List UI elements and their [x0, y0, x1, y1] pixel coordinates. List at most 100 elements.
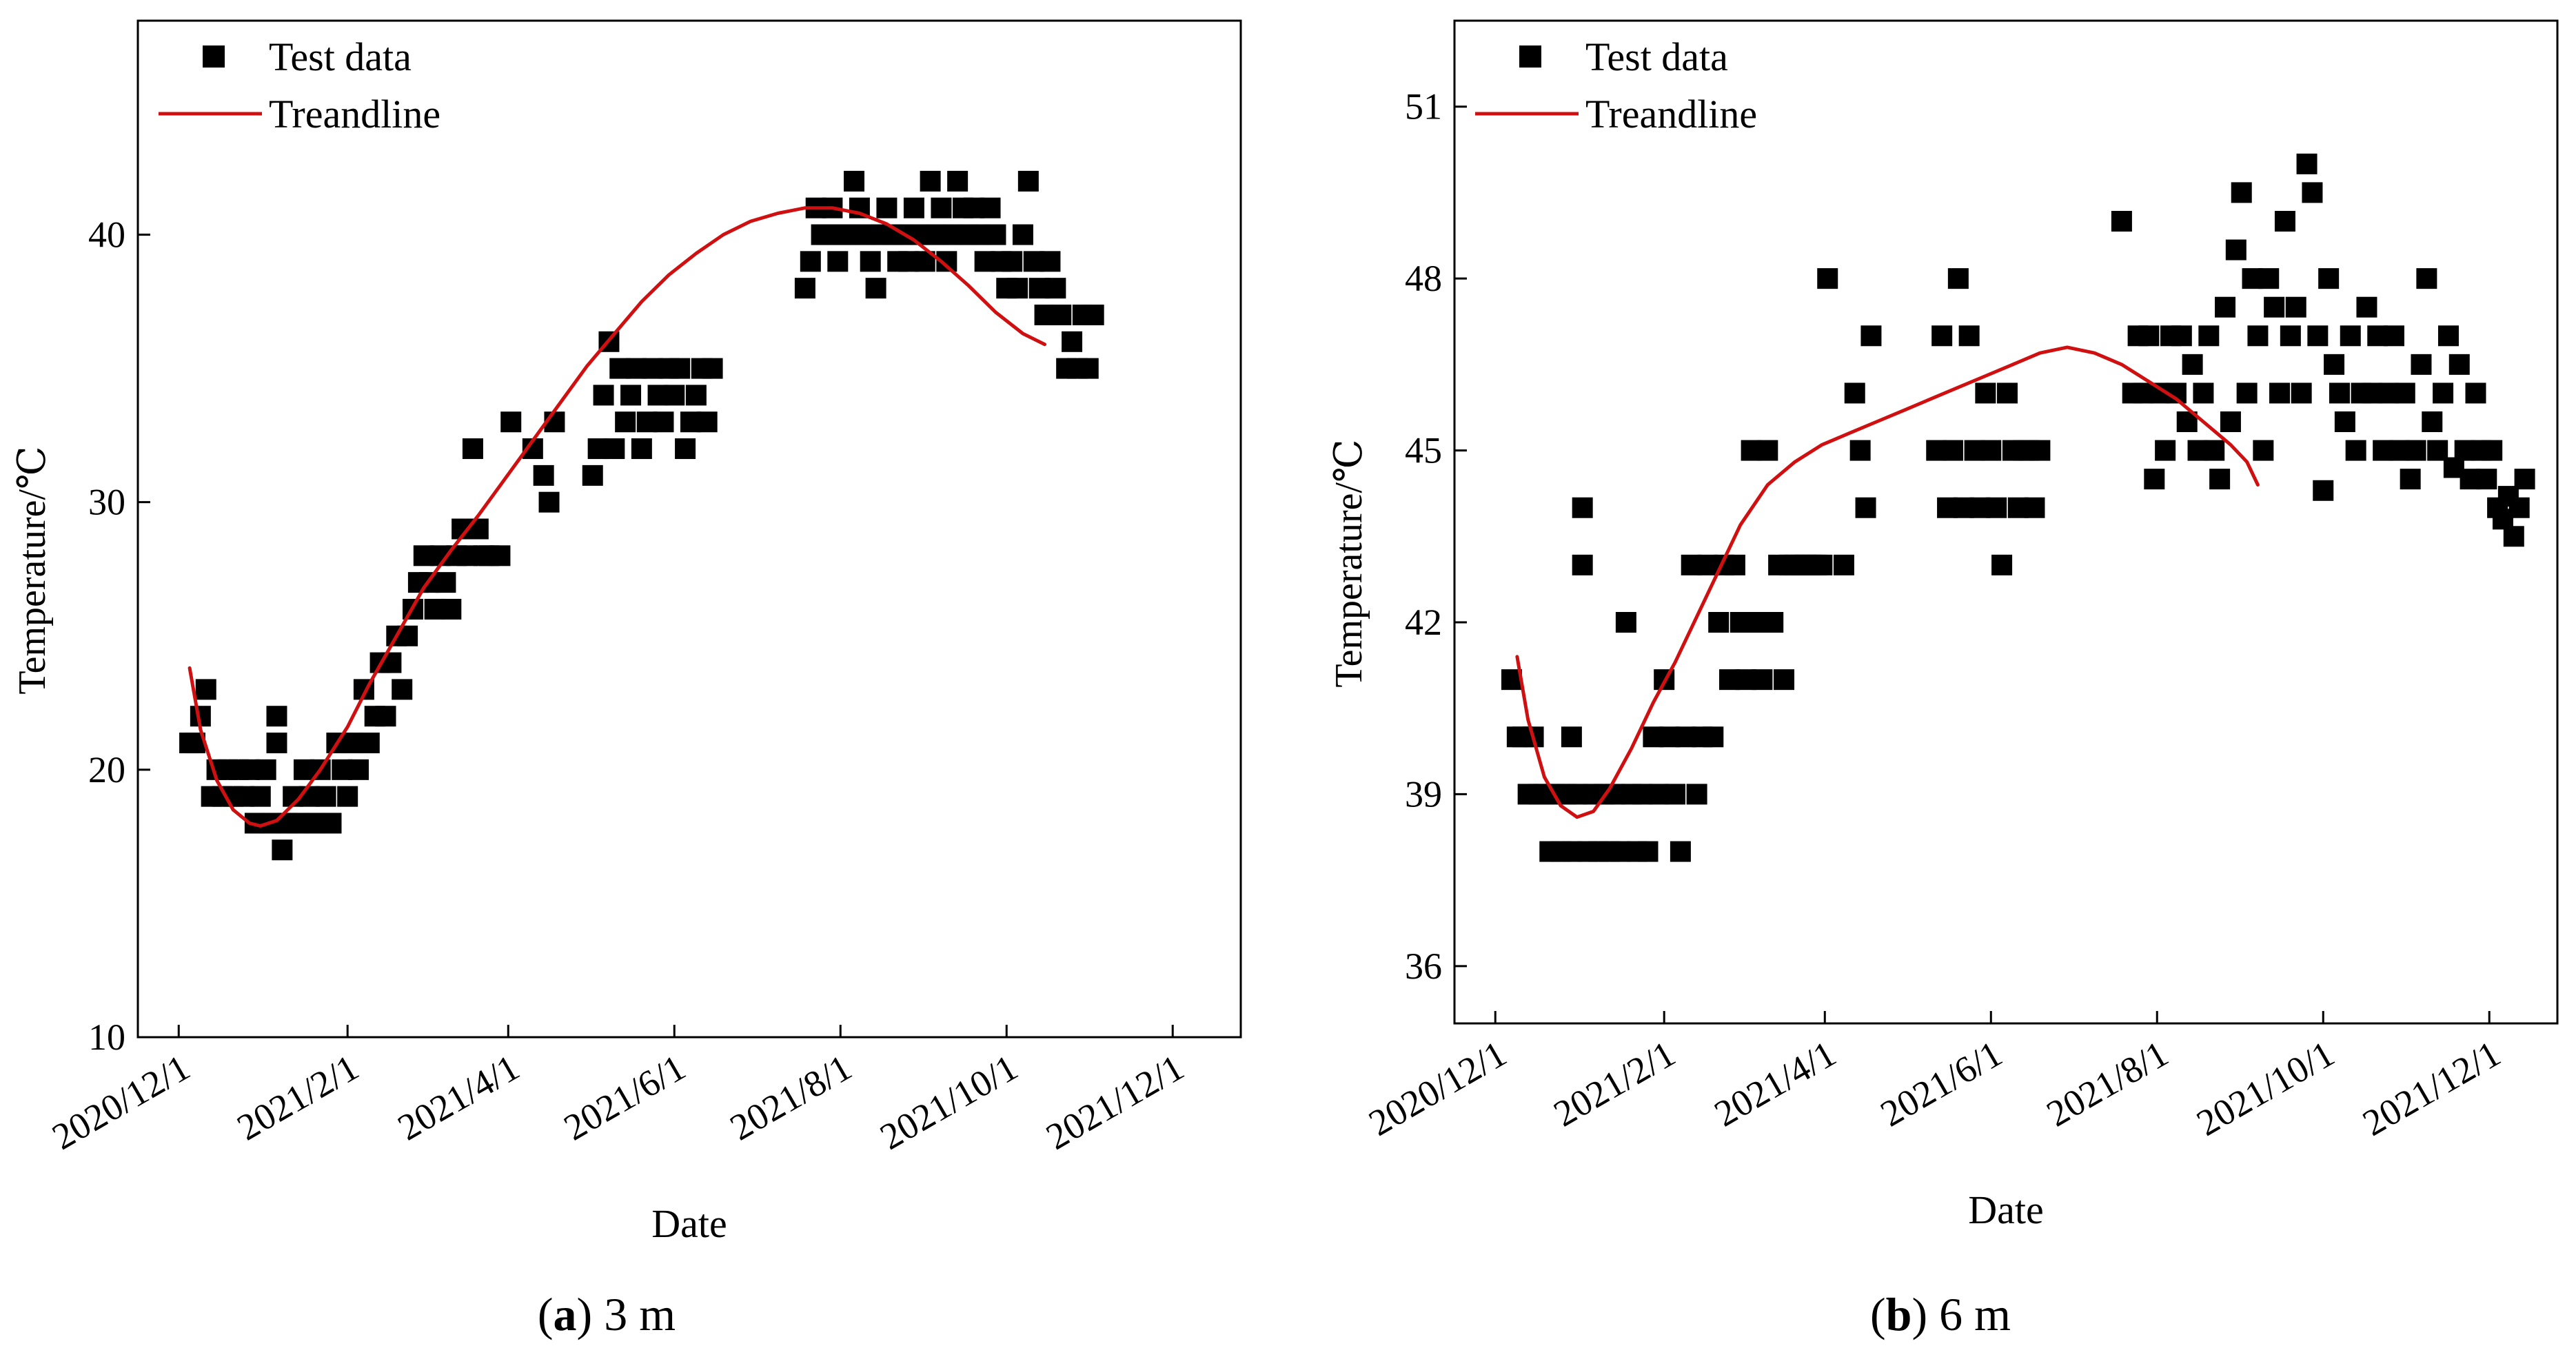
- data-point: [1833, 554, 1854, 575]
- data-point: [2280, 325, 2301, 347]
- data-point: [1975, 382, 1996, 404]
- x-tick-label: 2021/2/1: [1547, 1032, 1682, 1134]
- data-point: [337, 786, 358, 807]
- data-point: [1062, 331, 1083, 352]
- x-tick-label: 2021/6/1: [557, 1046, 692, 1148]
- y-tick-label: 42: [1405, 602, 1442, 643]
- data-point: [1860, 325, 1882, 347]
- data-point: [2433, 382, 2454, 404]
- data-point: [2198, 325, 2220, 347]
- data-point: [2269, 382, 2291, 404]
- data-point: [2144, 469, 2165, 490]
- data-point: [2291, 382, 2312, 404]
- data-point: [1561, 726, 1582, 748]
- y-tick-label: 30: [88, 482, 125, 523]
- data-point: [392, 679, 413, 700]
- data-point: [653, 411, 674, 433]
- caption-text: 3 m: [592, 1288, 676, 1340]
- y-tick-label: 40: [88, 214, 125, 256]
- data-point: [2400, 469, 2421, 490]
- data-point: [2296, 153, 2318, 174]
- data-point: [794, 278, 815, 299]
- x-tick-label: 2020/12/1: [45, 1046, 197, 1157]
- data-point: [860, 251, 881, 272]
- data-point: [1572, 554, 1593, 575]
- data-point: [696, 411, 718, 433]
- data-point: [1083, 304, 1104, 325]
- data-point: [1615, 612, 1636, 633]
- data-point: [1724, 554, 1745, 575]
- data-point: [1855, 497, 1876, 518]
- legend: Test data Treandline: [1475, 34, 1757, 136]
- data-point: [2503, 526, 2524, 547]
- legend: Test data Treandline: [159, 34, 440, 136]
- data-point: [2340, 325, 2361, 347]
- caption-label: a: [554, 1288, 577, 1340]
- data-point: [980, 197, 1001, 218]
- data-point: [435, 572, 456, 593]
- data-point: [876, 197, 897, 218]
- data-point: [920, 170, 941, 192]
- data-point: [2476, 469, 2497, 490]
- data-point: [1007, 278, 1028, 299]
- data-point: [844, 170, 865, 192]
- data-point: [1045, 278, 1066, 299]
- x-tick-label: 2021/12/1: [1039, 1046, 1191, 1157]
- data-point: [358, 733, 380, 754]
- y-tick-label: 20: [88, 749, 125, 790]
- panel-b: 36 39 42 45 48 51 2020/12/1 2021/2/1 2021/4/1 202…: [1328, 19, 2559, 1340]
- data-point: [266, 706, 287, 727]
- data-point: [1931, 325, 1953, 347]
- data-point: [2416, 268, 2437, 289]
- data-point: [467, 518, 489, 540]
- data-point: [2215, 296, 2236, 318]
- data-point: [533, 464, 554, 486]
- data-point: [1991, 554, 2013, 575]
- panel-caption: (a) 3 m: [538, 1288, 676, 1340]
- data-point: [865, 278, 886, 299]
- data-point: [2274, 211, 2295, 232]
- plot-frame: [136, 19, 1242, 1039]
- data-point: [1665, 784, 1685, 805]
- test-data-series: [179, 170, 1104, 861]
- y-tick-label: 51: [1405, 86, 1442, 127]
- data-point: [702, 358, 723, 379]
- legend-marker-swatch: [203, 45, 225, 68]
- data-point: [1051, 304, 1072, 325]
- data-point: [1986, 497, 2007, 518]
- panel-caption: (b) 6 m: [1870, 1288, 2011, 1340]
- data-point: [664, 385, 685, 406]
- data-point: [582, 464, 603, 486]
- data-point: [1958, 325, 1980, 347]
- x-axis-title: Date: [651, 1201, 727, 1246]
- data-point: [2182, 354, 2203, 375]
- test-data-series: [1501, 153, 2535, 862]
- data-point: [2411, 354, 2432, 375]
- data-point: [1077, 358, 1099, 379]
- legend-test-data-label: Test data: [269, 34, 412, 79]
- data-point: [2405, 440, 2426, 461]
- data-point: [631, 438, 652, 460]
- data-point: [2324, 354, 2345, 375]
- data-point: [1844, 382, 1865, 404]
- data-point: [2514, 469, 2535, 490]
- data-point: [195, 679, 216, 700]
- data-point: [685, 385, 707, 406]
- x-tick-label: 2021/4/1: [391, 1046, 526, 1148]
- data-point: [1752, 669, 1773, 691]
- caption-label: b: [1886, 1288, 1912, 1340]
- data-point: [1947, 268, 1969, 289]
- data-point: [1686, 784, 1707, 805]
- data-point: [2329, 382, 2350, 404]
- data-point: [1017, 170, 1039, 192]
- data-point: [2111, 211, 2132, 232]
- y-axis-title: Temperature/℃: [1328, 439, 1370, 687]
- data-point: [604, 438, 625, 460]
- data-point: [538, 491, 560, 513]
- data-point: [250, 786, 271, 807]
- data-point: [2155, 440, 2176, 461]
- data-point: [2231, 182, 2252, 203]
- legend-trendline-label: Treandline: [1585, 92, 1757, 136]
- data-point: [2313, 480, 2334, 501]
